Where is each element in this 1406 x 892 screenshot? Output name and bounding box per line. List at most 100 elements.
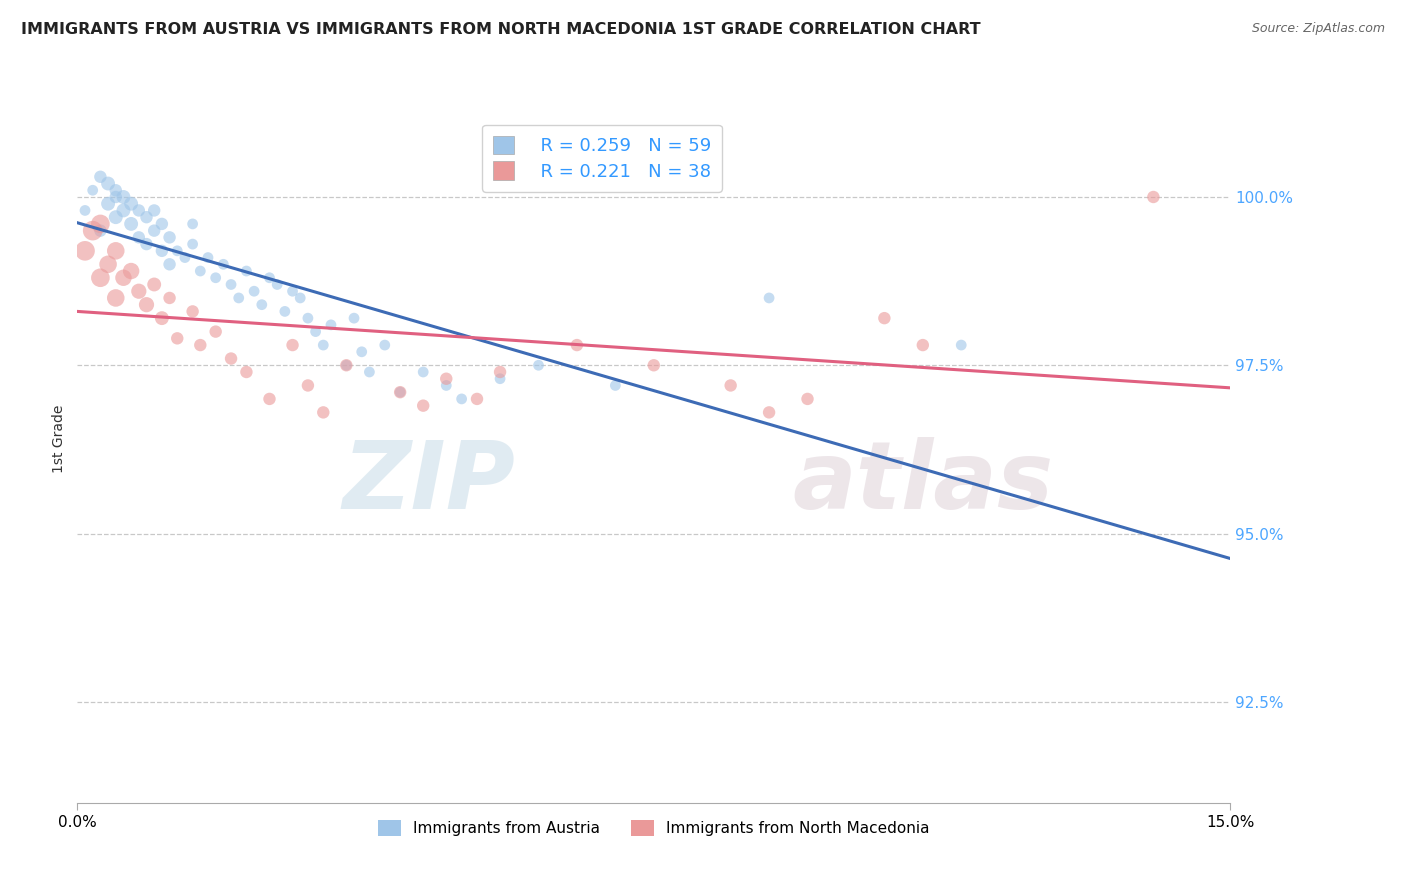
Point (112, 270, 135, 285)
Point (290, 291, 312, 305)
Point (465, 392, 488, 406)
Point (150, 217, 173, 231)
Point (174, 251, 197, 265)
Point (120, 264, 142, 278)
Point (143, 203, 166, 218)
Point (259, 392, 281, 406)
Point (143, 224, 166, 238)
Point (312, 405, 335, 419)
Text: IMMIGRANTS FROM AUSTRIA VS IMMIGRANTS FROM NORTH MACEDONIA 1ST GRADE CORRELATION: IMMIGRANTS FROM AUSTRIA VS IMMIGRANTS FR… (21, 22, 981, 37)
Point (259, 270, 281, 285)
Point (150, 244, 173, 258)
Text: Source: ZipAtlas.com: Source: ZipAtlas.com (1251, 22, 1385, 36)
Point (873, 311, 896, 326)
Point (335, 358, 357, 372)
Point (150, 311, 173, 326)
Point (281, 284, 304, 298)
Point (135, 237, 157, 252)
Point (181, 217, 204, 231)
Point (266, 277, 288, 292)
Point (166, 244, 188, 258)
Point (720, 378, 742, 392)
Point (319, 318, 342, 332)
Point (89, 217, 111, 231)
Point (219, 277, 242, 292)
Point (128, 230, 150, 244)
Point (97, 196, 120, 211)
Point (104, 190, 127, 204)
Point (343, 311, 366, 326)
Point (143, 277, 166, 292)
Point (235, 264, 257, 278)
Point (135, 298, 157, 312)
Point (104, 210, 127, 224)
Point (758, 405, 780, 419)
Point (181, 237, 204, 252)
Point (450, 392, 472, 406)
Point (128, 203, 150, 218)
Point (489, 372, 512, 386)
Point (796, 392, 818, 406)
Point (274, 304, 297, 318)
Point (120, 196, 142, 211)
Point (527, 358, 550, 372)
Point (89, 169, 111, 184)
Point (104, 291, 127, 305)
Point (73, 203, 96, 218)
Point (82, 183, 104, 197)
Point (359, 365, 381, 379)
Point (166, 331, 188, 345)
Point (389, 385, 412, 400)
Point (297, 378, 319, 392)
Point (434, 372, 457, 386)
Point (181, 304, 204, 318)
Point (73, 244, 96, 258)
Point (204, 325, 226, 339)
Point (243, 284, 266, 298)
Point (97, 177, 120, 191)
Point (112, 190, 135, 204)
Point (128, 284, 150, 298)
Point (434, 378, 457, 392)
Point (389, 385, 412, 400)
Point (120, 217, 142, 231)
Y-axis label: 1st Grade: 1st Grade (52, 405, 66, 474)
Point (565, 338, 588, 352)
Point (212, 257, 235, 271)
Point (950, 338, 973, 352)
Point (204, 270, 226, 285)
Point (297, 311, 319, 326)
Point (112, 203, 135, 218)
Point (304, 325, 326, 339)
Point (197, 251, 219, 265)
Point (911, 338, 934, 352)
Point (335, 358, 357, 372)
Point (89, 270, 111, 285)
Point (228, 291, 250, 305)
Point (82, 224, 104, 238)
Point (135, 210, 157, 224)
Text: ZIP: ZIP (343, 437, 516, 529)
Point (758, 291, 780, 305)
Point (643, 358, 665, 372)
Point (489, 365, 512, 379)
Point (159, 291, 181, 305)
Point (89, 224, 111, 238)
Point (159, 230, 181, 244)
Point (235, 365, 257, 379)
Point (219, 351, 242, 366)
Point (1142, 190, 1164, 204)
Legend: Immigrants from Austria, Immigrants from North Macedonia: Immigrants from Austria, Immigrants from… (373, 814, 935, 842)
Text: atlas: atlas (792, 437, 1053, 529)
Point (188, 338, 211, 352)
Point (250, 298, 273, 312)
Point (104, 183, 127, 197)
Point (605, 378, 627, 392)
Point (374, 338, 396, 352)
Point (281, 338, 304, 352)
Point (312, 338, 335, 352)
Point (97, 257, 120, 271)
Point (412, 365, 434, 379)
Point (159, 257, 181, 271)
Point (350, 344, 373, 359)
